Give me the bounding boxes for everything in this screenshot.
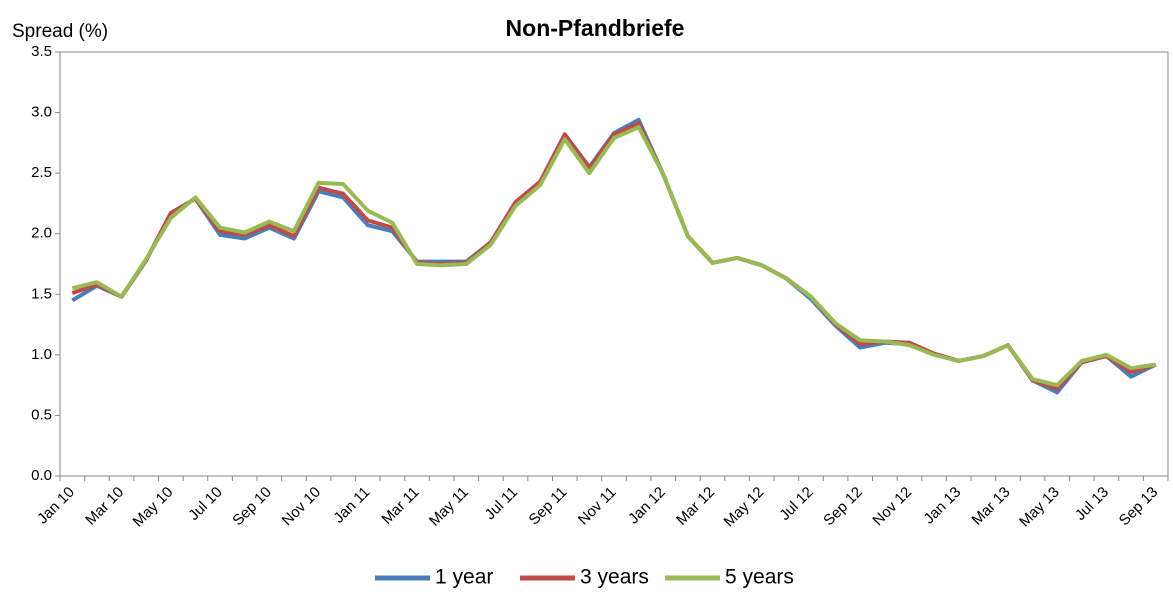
- y-axis-label: Spread (%): [12, 21, 108, 42]
- y-tick-label: 3.0: [31, 104, 52, 121]
- x-tick-label: Mar 12: [673, 484, 718, 529]
- x-tick-label: Nov 10: [279, 484, 325, 530]
- x-tick-label: Sep 10: [229, 484, 275, 530]
- x-tick-label: Nov 12: [869, 484, 915, 530]
- x-tick-label: Jan 10: [34, 484, 78, 528]
- x-tick-label: Sep 13: [1116, 484, 1162, 530]
- series-line: [71, 121, 1157, 391]
- series-line: [71, 125, 1156, 388]
- y-tick-label: 2.0: [31, 225, 52, 242]
- x-tick-label: Mar 11: [378, 484, 422, 528]
- chart-title: Non-Pfandbriefe: [506, 15, 685, 41]
- x-tick-label: Sep 12: [820, 484, 866, 530]
- y-tick-label: 0.0: [31, 467, 52, 484]
- y-tick-label: 2.5: [31, 164, 52, 181]
- x-tick-label: Jan 13: [920, 484, 964, 528]
- legend-label: 3 years: [580, 566, 649, 589]
- x-tick-label: Jan 11: [330, 484, 373, 527]
- x-tick-label: Sep 11: [526, 484, 571, 529]
- x-tick-label: Jul 12: [776, 484, 816, 524]
- plot-frame: [59, 51, 1169, 477]
- legend-label: 1 year: [435, 566, 493, 589]
- x-tick-label: May 10: [130, 484, 177, 531]
- y-tick-label: 1.0: [31, 346, 52, 363]
- x-tick-label: Jul 10: [185, 484, 225, 524]
- x-tick-label: Nov 11: [575, 484, 620, 529]
- x-tick-label: Mar 10: [82, 484, 127, 529]
- legend-label: 5 years: [725, 566, 794, 589]
- y-tick-label: 3.5: [31, 43, 52, 60]
- x-tick-label: May 11: [426, 484, 472, 530]
- x-tick-label: Jul 11: [482, 484, 522, 524]
- x-tick-label: Mar 13: [969, 484, 1014, 529]
- x-tick-label: May 12: [721, 484, 768, 531]
- x-tick-label: Jul 13: [1072, 484, 1112, 524]
- x-tick-label: Jan 12: [625, 484, 669, 528]
- y-tick-label: 0.5: [31, 406, 52, 423]
- y-tick-label: 1.5: [31, 285, 52, 302]
- x-tick-label: May 13: [1016, 484, 1063, 531]
